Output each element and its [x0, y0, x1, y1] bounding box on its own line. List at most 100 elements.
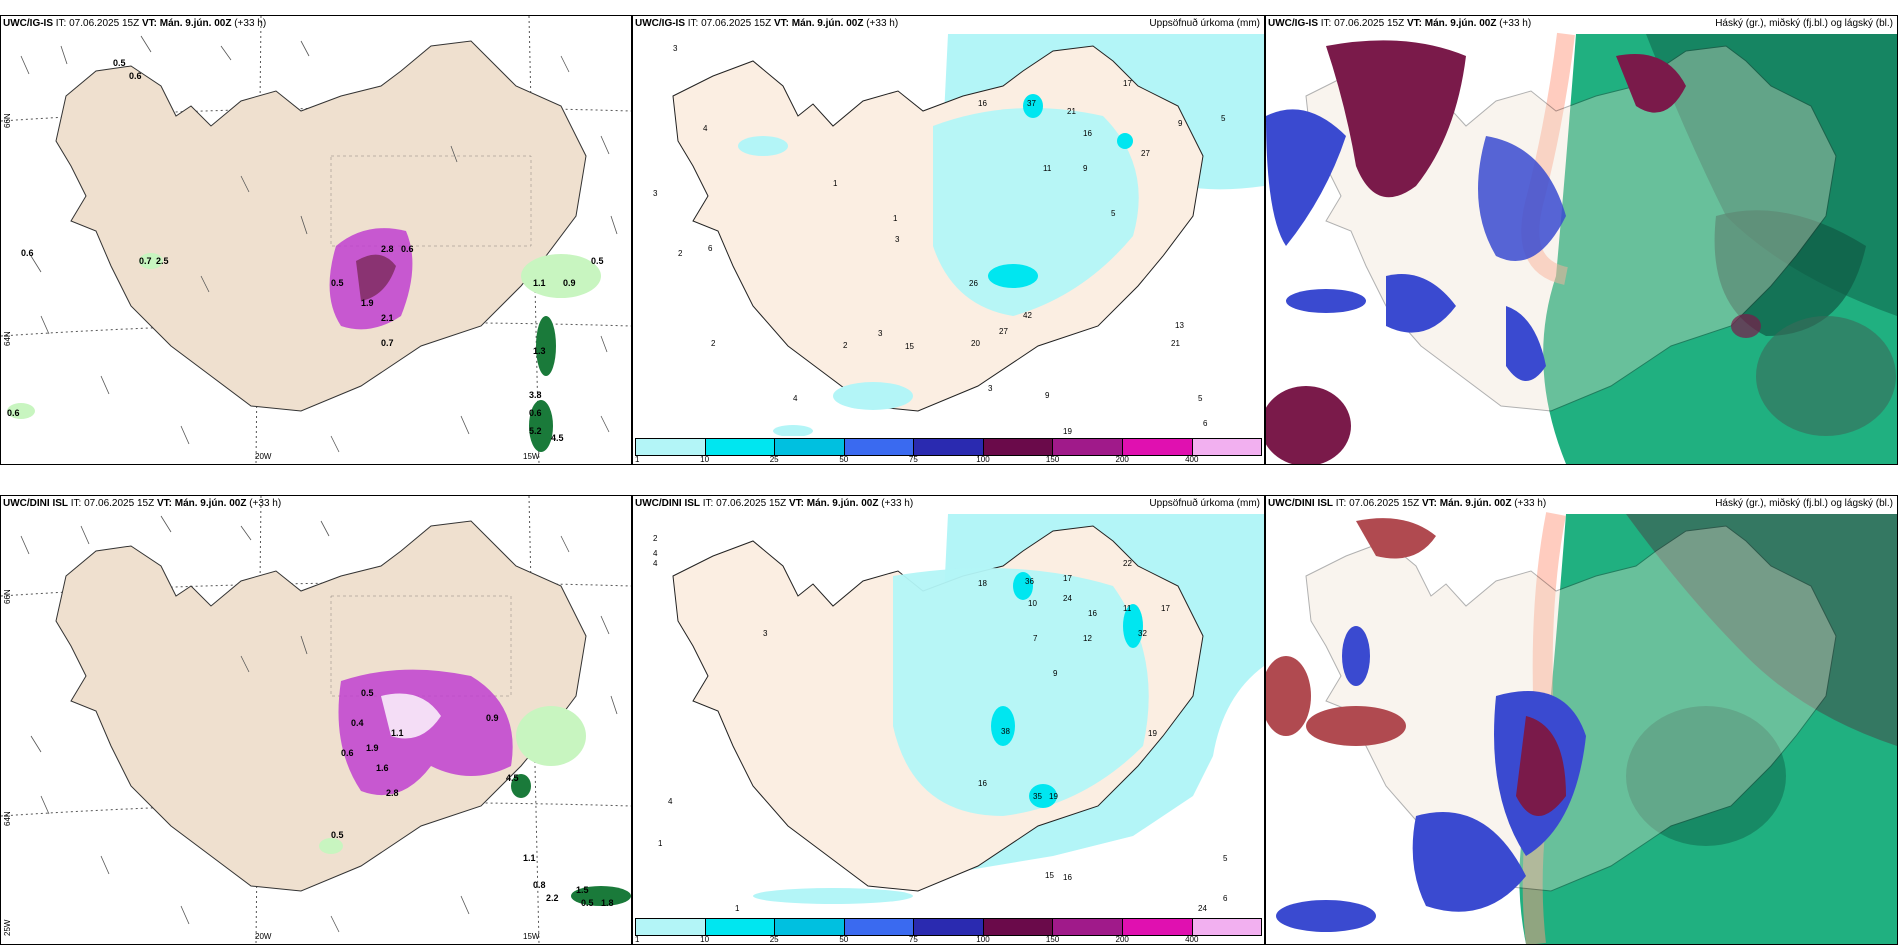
- map-panel-clouds-top: UWC/IG-IS IT: 07.06.2025 15Z VT: Mán. 9.…: [1265, 15, 1898, 465]
- svg-text:17: 17: [1161, 604, 1170, 613]
- svg-text:27: 27: [999, 327, 1008, 336]
- colorbar-swatch: [1053, 439, 1123, 455]
- svg-text:3: 3: [878, 329, 883, 338]
- colorbar-swatch: [636, 919, 706, 935]
- svg-text:4: 4: [653, 549, 658, 558]
- svg-text:2: 2: [653, 534, 658, 543]
- svg-text:7: 7: [1033, 634, 1038, 643]
- svg-text:11: 11: [1123, 604, 1132, 613]
- svg-text:3: 3: [895, 235, 900, 244]
- svg-text:2: 2: [843, 341, 848, 350]
- iceland-land: [1305, 525, 1837, 892]
- svg-text:3: 3: [653, 189, 658, 198]
- precip-label: 1.6: [376, 763, 389, 773]
- precip-magenta-area: [338, 669, 513, 796]
- svg-text:3: 3: [988, 384, 993, 393]
- precip-label: 0.5: [591, 256, 604, 266]
- map-accumulated-precipitation-top: 3 4 3 6 2 1 2 1 3 16 37 21 17 16 9 5 27 …: [633, 34, 1264, 436]
- svg-text:42: 42: [1023, 311, 1032, 320]
- precip-colorbar: 1 10 25 50 75 100 150 200 400: [633, 916, 1264, 944]
- svg-text:24: 24: [1063, 594, 1072, 603]
- precip-label: 0.9: [486, 713, 499, 723]
- svg-text:6: 6: [1203, 419, 1208, 428]
- panel-header: UWC/IG-IS IT: 07.06.2025 15Z VT: Mán. 9.…: [3, 18, 267, 29]
- colorbar-swatch: [1192, 919, 1262, 935]
- colorbar-swatch: [1192, 439, 1262, 455]
- svg-text:2: 2: [678, 249, 683, 258]
- svg-text:16: 16: [1063, 873, 1072, 882]
- precip-label: 1.5: [576, 885, 589, 895]
- precip-label: 1.9: [361, 298, 374, 308]
- precip-label: 0.6: [129, 71, 142, 81]
- svg-text:16: 16: [978, 779, 987, 788]
- map-cloud-cover-top: [1266, 32, 1897, 464]
- svg-text:10: 10: [1028, 599, 1037, 608]
- lat-label: 25W: [3, 919, 12, 936]
- colorbar-ticks: 1 10 25 50 75 100 150 200 400: [635, 935, 1199, 944]
- colorbar-swatch: [1053, 919, 1123, 935]
- svg-text:21: 21: [1067, 107, 1076, 116]
- map-wind-precip-bottom: 0.5 0.4 0.6 1.1 1.9 1.6 2.8 0.9 4.5 1.1 …: [1, 496, 631, 944]
- colorbar-ticks: 1 10 25 50 75 100 150 200 400: [635, 455, 1199, 464]
- precip-label: 0.6: [529, 408, 542, 418]
- svg-text:4: 4: [793, 394, 798, 403]
- precip-label: 0.7: [139, 256, 152, 266]
- lon-label: 20W: [255, 932, 272, 941]
- precip-label: 2.8: [386, 788, 399, 798]
- precip-label: 0.7: [381, 338, 394, 348]
- svg-text:9: 9: [1053, 669, 1058, 678]
- iceland-land: [55, 520, 587, 892]
- svg-text:27: 27: [1141, 149, 1150, 158]
- colorbar-swatches: [635, 918, 1262, 936]
- panel-title: Uppsöfnuð úrkoma (mm): [1149, 498, 1260, 509]
- svg-text:24: 24: [1198, 904, 1207, 913]
- precip-label: 1.3: [533, 346, 546, 356]
- precip-label: 1.9: [366, 743, 379, 753]
- precip-values: 3 4 3 6 2 1 2 1 3 16 37 21 17 16 9 5 27 …: [653, 44, 1226, 436]
- svg-text:22: 22: [1123, 559, 1132, 568]
- svg-text:16: 16: [978, 99, 987, 108]
- precip-label: 0.6: [341, 748, 354, 758]
- map-panel-wind-bottom: 0.5 0.4 0.6 1.1 1.9 1.6 2.8 0.9 4.5 1.1 …: [0, 495, 632, 945]
- svg-text:19: 19: [1063, 427, 1072, 436]
- svg-text:5: 5: [1111, 209, 1116, 218]
- precip-label: 1.1: [523, 853, 536, 863]
- svg-text:3: 3: [763, 629, 768, 638]
- precip-label: 0.5: [581, 898, 594, 908]
- precip-label: 0.5: [113, 58, 126, 68]
- colorbar-swatch: [844, 919, 915, 935]
- colorbar-swatch: [705, 919, 776, 935]
- svg-text:17: 17: [1063, 574, 1072, 583]
- panel-title: Háský (gr.), miðský (fj.bl.) og lágský (…: [1715, 498, 1893, 509]
- map-accumulated-precipitation-bottom: 2 4 4 3 18 36 17 24 22 16 11 17 32 12 7 …: [633, 514, 1264, 916]
- precip-label: 2.1: [381, 313, 394, 323]
- svg-text:16: 16: [1083, 129, 1092, 138]
- svg-text:4: 4: [703, 124, 708, 133]
- svg-text:4: 4: [668, 797, 673, 806]
- svg-text:21: 21: [1171, 339, 1180, 348]
- colorbar-swatch: [775, 919, 845, 935]
- precip-label: 1.1: [391, 728, 404, 738]
- svg-text:9: 9: [1083, 164, 1088, 173]
- svg-text:2: 2: [711, 339, 716, 348]
- precip-label: 0.5: [331, 278, 344, 288]
- panel-header: UWC/DINI ISL IT: 07.06.2025 15Z VT: Mán.…: [635, 498, 914, 509]
- precip-label: 2.2: [546, 893, 559, 903]
- precip-label: 0.5: [331, 830, 344, 840]
- svg-text:19: 19: [1148, 729, 1157, 738]
- colorbar-swatch: [636, 439, 706, 455]
- precip-label: 0.9: [563, 278, 576, 288]
- lon-label: 15W: [523, 932, 540, 941]
- svg-text:1: 1: [833, 179, 838, 188]
- panel-header: UWC/DINI ISL IT: 07.06.2025 15Z VT: Mán.…: [1268, 498, 1547, 509]
- map-panel-clouds-bottom: UWC/DINI ISL IT: 07.06.2025 15Z VT: Mán.…: [1265, 495, 1898, 945]
- panel-header: UWC/DINI ISL IT: 07.06.2025 15Z VT: Mán.…: [3, 498, 282, 509]
- precip-label: 0.6: [7, 408, 20, 418]
- precip-label: 5.2: [529, 426, 542, 436]
- panel-title: Uppsöfnuð úrkoma (mm): [1149, 18, 1260, 29]
- precip-label: 0.5: [361, 688, 374, 698]
- precip-values: 2 4 4 3 18 36 17 24 22 16 11 17 32 12 7 …: [653, 534, 1228, 913]
- colorbar-swatch: [775, 439, 845, 455]
- svg-text:9: 9: [1178, 119, 1183, 128]
- map-cloud-cover-bottom: [1266, 512, 1897, 944]
